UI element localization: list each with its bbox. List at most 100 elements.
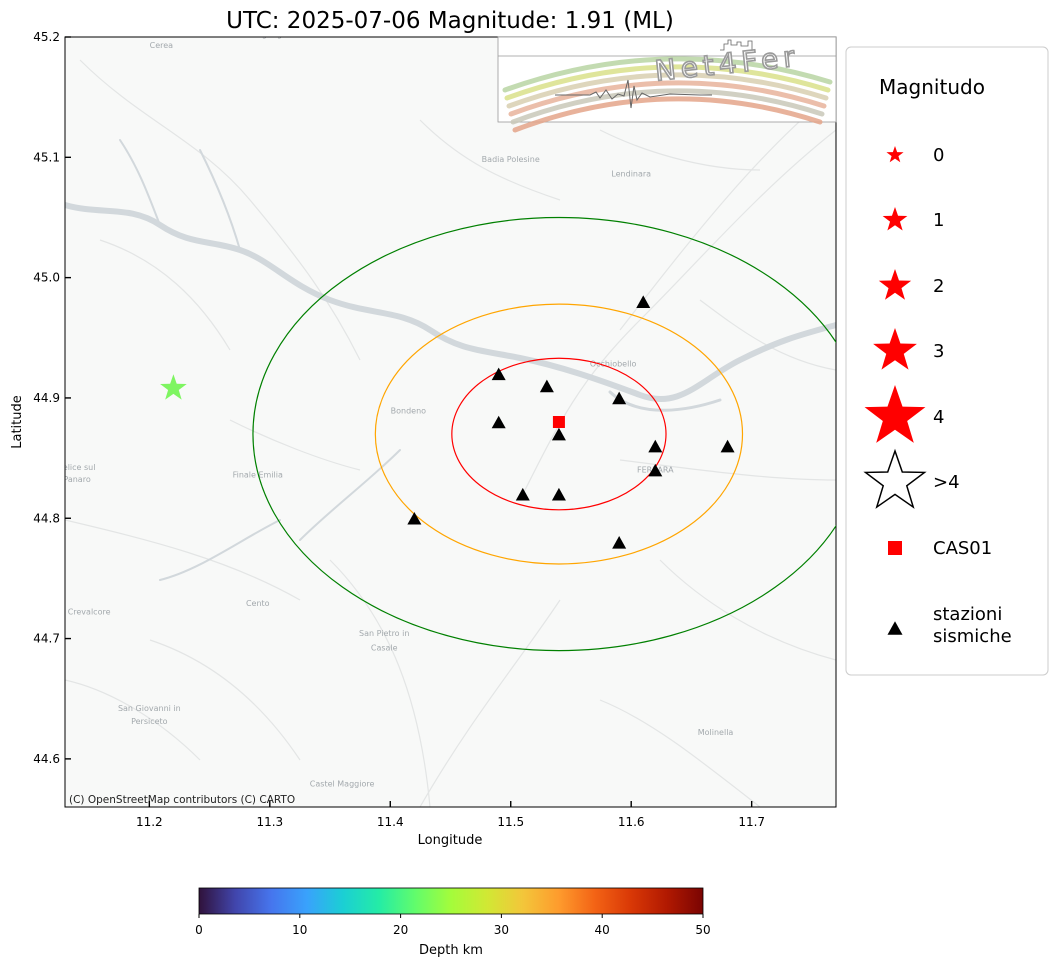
y-tick-label: 44.9 [33,391,60,405]
x-tick-label: 11.6 [618,815,645,829]
basemap-water [65,139,836,581]
place-label: Persiceto [131,717,168,726]
legend-item: 2 [878,269,944,300]
y-axis: 44.6 44.7 44.8 44.9 45.0 45.1 45.2 [33,30,71,766]
legend-label: 2 [933,276,944,297]
legend-item: 4 [864,385,944,443]
x-axis: 11.2 11.3 11.4 11.5 11.6 11.7 [136,801,765,829]
depth-colorbar: 0 10 20 30 40 50 Depth km [195,887,711,958]
legend-star-icon [882,207,908,231]
map-attribution: (C) OpenStreetMap contributors (C) CARTO [69,794,295,806]
y-tick-label: 45.1 [33,150,60,164]
distance-circle [252,216,836,652]
legend-label: 0 [933,145,944,166]
logo-skyline [720,39,753,51]
legend-label: 1 [933,210,944,231]
colorbar-tick-label: 30 [494,923,509,937]
station-marker [612,536,627,549]
distance-circle [374,303,744,565]
legend-label: CAS01 [933,538,992,559]
logo-arc [512,96,823,133]
y-tick-label: 45.0 [33,271,60,285]
station-marker [648,463,663,477]
map-background [65,37,836,807]
event-star [160,374,187,400]
place-label: San Giovanni in [118,704,181,713]
colorbar-tick-label: 0 [195,923,203,937]
legend-title: Magnitudo [879,75,985,99]
logo-arc [508,80,827,117]
logo-seismogram [555,79,712,109]
station-marker [720,439,735,453]
legend-box [845,46,1049,676]
x-axis-label: Longitude [418,833,483,848]
legend-label: >4 [933,472,960,493]
legend-label: sismiche [933,626,1012,647]
place-label: Legnago [253,30,287,39]
place-label: Cento [246,599,270,608]
legend-star-icon [886,146,904,163]
legend-star-outline-icon [863,448,927,509]
place-label: Bondeno [391,407,427,416]
x-tick-label: 11.2 [136,815,163,829]
map-frame [64,36,837,808]
y-tick-label: 44.7 [33,632,60,646]
legend-label: 3 [933,341,944,362]
place-label: Lendinara [611,170,651,179]
place-label: Casale [371,644,398,653]
station-marker [491,367,506,381]
place-label: Cerea [150,41,174,50]
station-marker [539,379,554,393]
station-marker [648,439,663,453]
y-tick-label: 44.6 [33,752,60,766]
place-label: Panaro [63,475,90,484]
earthquake-event [160,374,187,400]
station-marker [551,427,566,441]
legend-triangle-icon [887,621,903,635]
colorbar-ticks: 0 10 20 30 40 50 [195,914,711,937]
colorbar-tick-label: 20 [393,923,408,937]
colorbar-tick-label: 10 [292,923,307,937]
legend-star-icon [864,385,926,443]
place-label: Badia Polesine [482,155,540,164]
station-marker [407,511,422,525]
station-marker [551,487,566,501]
station-marker [612,391,627,405]
x-tick-label: 11.4 [377,815,404,829]
cas01-marker [552,416,565,428]
figure-title: UTC: 2025-07-06 Magnitude: 1.91 (ML) [226,8,674,34]
legend-item: 0 [886,145,944,166]
y-tick-label: 44.8 [33,511,60,525]
legend-label: 4 [933,407,944,428]
colorbar-tick-label: 40 [595,923,610,937]
x-tick-label: 11.7 [738,815,765,829]
place-label: Molinella [698,728,734,737]
place-label: Felice sul [59,463,96,472]
place-label: Castel Maggiore [310,780,375,789]
place-label: Crevalcore [68,608,111,617]
y-tick-label: 45.2 [33,30,60,44]
legend-star-icon [873,328,917,370]
place-label: San Pietro in [359,629,409,638]
x-tick-label: 11.3 [256,815,283,829]
colorbar-gradient [198,887,704,915]
distance-circles [252,216,836,652]
distance-circle [451,357,667,511]
logo-arc [502,56,833,93]
reference-station [552,416,565,428]
colorbar-tick-label: 50 [695,923,710,937]
station-marker [515,487,530,501]
legend-star-icon [878,269,912,300]
x-tick-label: 11.5 [497,815,524,829]
logo-arc [504,64,831,101]
legend-label: stazioni [933,604,1002,625]
seismic-stations [407,295,735,549]
logo-arcs [502,56,833,133]
net4fer-logo: Net4Fer [497,36,837,133]
basemap-roads [65,59,836,807]
